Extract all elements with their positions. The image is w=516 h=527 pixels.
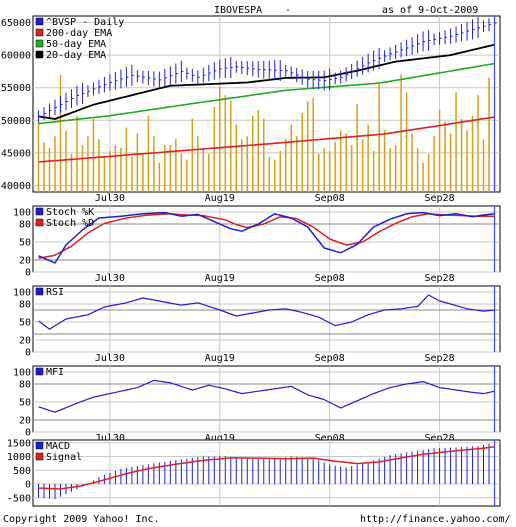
ema50-line [38, 62, 495, 125]
legend-label: Stoch %D [46, 218, 94, 229]
y-tick-label: 100 [13, 368, 31, 379]
panel-frame [32, 205, 501, 273]
ema200-line [38, 116, 495, 163]
chart-symbol: IBOVESPA [214, 5, 262, 16]
legend-swatch [35, 17, 44, 26]
footer-url: http://finance.yahoo.com/ [360, 514, 511, 525]
x-tick-label: Aug19 [205, 353, 235, 364]
x-tick-label: Sep08 [315, 353, 345, 364]
y-tick-label: 100 [13, 208, 31, 219]
x-tick-label: Sep28 [425, 433, 455, 444]
legend-swatch [35, 50, 44, 59]
legend-swatch [35, 39, 44, 48]
y-tick-label: -500 [7, 493, 31, 504]
y-tick-label: 40000 [1, 181, 31, 192]
y-tick-label: 50 [19, 398, 31, 409]
x-tick-label: Aug19 [205, 193, 235, 204]
y-tick-label: 50 [19, 318, 31, 329]
x-tick-label: Sep28 [425, 193, 455, 204]
legend-swatch [35, 218, 44, 227]
y-tick-label: 1500 [7, 438, 31, 449]
x-tick-label: Sep08 [315, 433, 345, 444]
panel-price: 40000 45000 50000 55000 60000 65000 [1, 15, 501, 193]
x-tick-label: Aug19 [205, 433, 235, 444]
legend-label: 20-day EMA [46, 50, 106, 61]
y-tick-label: 50 [19, 238, 31, 249]
panel-frame [32, 365, 501, 433]
x-tick-label: Sep28 [425, 353, 455, 364]
chart-as-of-date: as of 9-Oct-2009 [382, 5, 478, 16]
rsi-line [38, 294, 495, 330]
legend-swatch [35, 207, 44, 216]
panel-frame [32, 439, 501, 507]
legend-label: MACD [46, 441, 70, 452]
x-tick-label: Sep08 [315, 273, 345, 284]
y-tick-label: 20 [19, 416, 31, 427]
y-tick-label: 0 [25, 428, 31, 439]
legend-label: Signal [46, 452, 82, 463]
x-tick-label: Jul30 [95, 433, 125, 444]
y-tick-label: 50000 [1, 116, 31, 127]
x-tick-label: Jul30 [95, 353, 125, 364]
y-tick-label: 0 [25, 348, 31, 359]
y-tick-label: 0 [25, 268, 31, 279]
y-tick-label: 0 [25, 480, 31, 491]
panel-macd: -500 0 500 1000 1500 [7, 438, 501, 507]
panel-frame [32, 285, 501, 353]
y-tick-label: 80 [19, 380, 31, 391]
footer-copyright: Copyright 2009 Yahoo! Inc. [3, 514, 160, 525]
y-tick-label: 60000 [1, 51, 31, 62]
y-tick-label: 1000 [7, 452, 31, 463]
x-tick-label: Jul30 [95, 193, 125, 204]
legend-label: 50-day EMA [46, 39, 106, 50]
y-tick-label: 100 [13, 288, 31, 299]
y-tick-label: 80 [19, 220, 31, 231]
x-tick-label: Sep28 [425, 273, 455, 284]
panel-frame [32, 15, 501, 193]
chart-symbol-dash: - [285, 5, 291, 16]
stoch-d-line [38, 213, 495, 259]
y-tick-label: 20 [19, 256, 31, 267]
legend-swatch [35, 287, 44, 296]
y-tick-label: 65000 [1, 18, 31, 29]
y-tick-label: 80 [19, 300, 31, 311]
y-tick-label: 45000 [1, 148, 31, 159]
legend-label: MFI [46, 367, 64, 378]
legend-label: ^BVSP - Daily [46, 17, 124, 28]
x-tick-label: Sep08 [315, 193, 345, 204]
legend-swatch [35, 441, 44, 450]
y-tick-label: 500 [13, 466, 31, 477]
ema20-line [38, 43, 495, 120]
legend-label: RSI [46, 287, 64, 298]
legend-label: Stoch %K [46, 207, 94, 218]
stoch-k-line [38, 211, 495, 264]
mfi-line [38, 379, 495, 413]
legend-label: 200-day EMA [46, 28, 112, 39]
legend-swatch [35, 452, 44, 461]
legend-swatch [35, 367, 44, 376]
y-tick-label: 55000 [1, 83, 31, 94]
x-tick-label: Jul30 [95, 273, 125, 284]
legend-swatch [35, 28, 44, 37]
x-tick-label: Aug19 [205, 273, 235, 284]
y-tick-label: 20 [19, 336, 31, 347]
macd-signal-line [38, 446, 495, 490]
